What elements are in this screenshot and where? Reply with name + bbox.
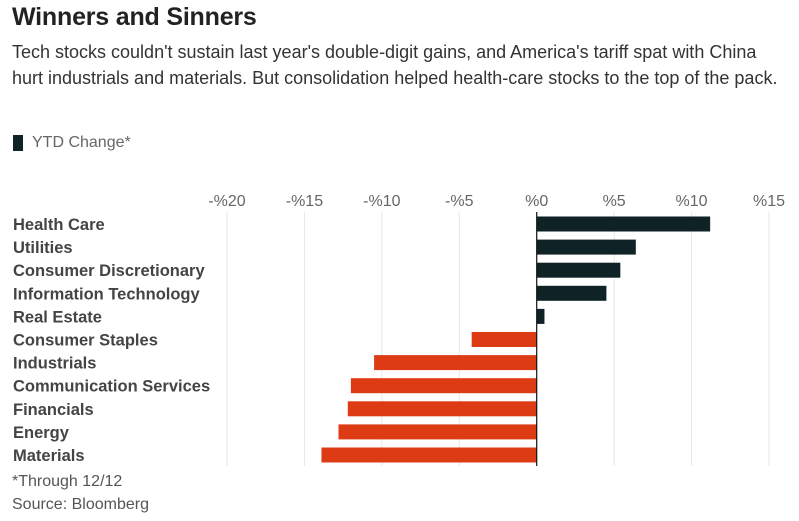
- bar: [347, 401, 537, 417]
- x-tick-label: -%5: [445, 193, 474, 210]
- bar: [471, 332, 537, 347]
- x-tick-label: %0: [525, 193, 548, 210]
- category-label: Energy: [13, 424, 70, 442]
- category-label: Industrials: [13, 355, 96, 373]
- x-tick-label: %10: [676, 193, 708, 210]
- chart-title: Winners and Sinners: [12, 3, 257, 31]
- x-tick-label: %15: [753, 193, 785, 210]
- bar: [536, 239, 636, 255]
- bar: [338, 424, 537, 440]
- footnote: *Through 12/12: [12, 473, 123, 490]
- x-tick-label: -%10: [363, 193, 400, 210]
- category-label: Real Estate: [13, 308, 102, 326]
- bar: [321, 447, 537, 463]
- chart-subtitle: Tech stocks couldn't sustain last year's…: [12, 42, 778, 88]
- category-label: Financials: [13, 401, 94, 419]
- legend-label: YTD Change*: [32, 134, 131, 151]
- category-label: Communication Services: [13, 378, 210, 396]
- x-tick-label: -%15: [286, 193, 323, 210]
- bar: [350, 378, 537, 394]
- bar: [536, 262, 621, 278]
- bar: [536, 308, 545, 324]
- x-tick-label: -%20: [208, 193, 245, 210]
- category-label: Information Technology: [13, 285, 201, 303]
- category-label: Consumer Staples: [13, 332, 158, 350]
- bar: [536, 216, 711, 232]
- legend-swatch: [13, 135, 23, 151]
- bar: [374, 355, 537, 371]
- category-label: Utilities: [13, 239, 73, 257]
- category-label: Health Care: [13, 216, 105, 234]
- legend: YTD Change*: [13, 134, 131, 152]
- category-label: Consumer Discretionary: [13, 262, 205, 280]
- source-note: Source: Bloomberg: [12, 496, 149, 513]
- x-tick-label: %5: [603, 193, 626, 210]
- category-label: Materials: [13, 447, 85, 465]
- bar: [536, 285, 607, 301]
